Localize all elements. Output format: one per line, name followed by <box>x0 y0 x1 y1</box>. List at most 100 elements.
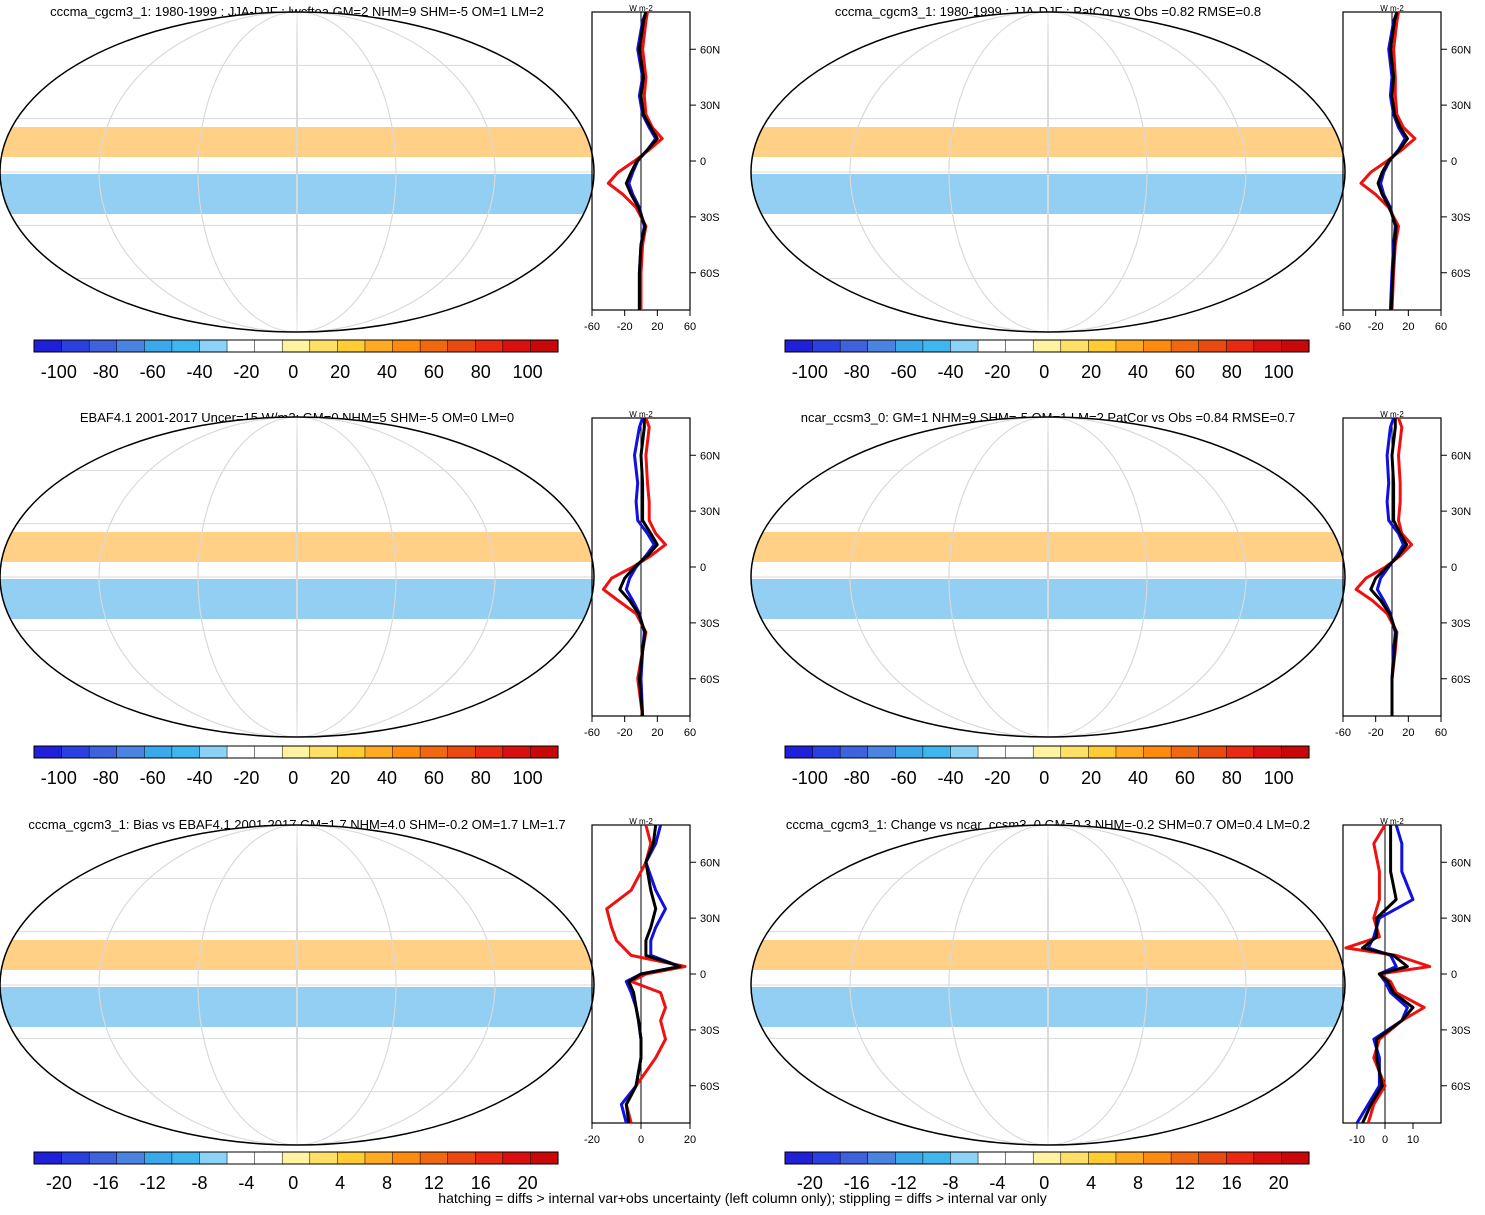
colorbar-label: 12 <box>424 1173 444 1193</box>
colorbar-swatch <box>364 1151 394 1165</box>
colorbar-label: 20 <box>518 1173 538 1193</box>
colorbar-frame <box>33 745 559 759</box>
colorbar-swatch <box>337 1151 366 1165</box>
map-meridian <box>296 417 298 737</box>
colorbar-swatch <box>226 745 256 759</box>
colorbar-swatch <box>530 339 559 353</box>
colorbar-swatch <box>1253 745 1282 759</box>
map-meridian <box>849 825 1247 1145</box>
colorbar-label: 60 <box>1175 768 1195 788</box>
colorbar-swatch <box>1088 1151 1117 1165</box>
colorbar-swatch <box>364 339 394 353</box>
colorbar-swatch <box>1005 339 1034 353</box>
colorbar-frame <box>784 339 1310 353</box>
profile-xtick-label: 20 <box>651 321 663 333</box>
colorbar-swatch <box>977 339 1007 353</box>
colorbar-swatch <box>61 745 90 759</box>
map-meridian <box>98 825 496 1145</box>
colorbar: -100 -80 -60 -40 -20 0 20 40 60 80 100 <box>784 745 1310 788</box>
colorbar-swatch <box>1281 745 1310 759</box>
profile-xtick-label: 20 <box>1402 727 1414 739</box>
colorbar-swatch <box>1088 339 1117 353</box>
colorbar-swatch <box>977 745 1007 759</box>
colorbar-label: -80 <box>93 362 119 382</box>
profile-xtick-label: 0 <box>1382 1134 1388 1146</box>
panel-6: cccma_cgcm3_1: Change vs ncar_ccsm3_0 GM… <box>750 817 1471 1193</box>
colorbar-swatch <box>922 339 952 353</box>
colorbar-swatch <box>950 339 979 353</box>
map-meridian <box>1047 417 1049 737</box>
profile-plot: W m-2 60N 30N 0 30S 60S -60 -20 20 60 <box>1335 4 1471 333</box>
colorbar-label: -40 <box>937 768 963 788</box>
map-meridian <box>1047 12 1049 332</box>
colorbar-swatch <box>1088 745 1117 759</box>
colorbar-swatch <box>171 1151 201 1165</box>
colorbar-swatch <box>1032 339 1062 353</box>
map-outline <box>0 416 595 738</box>
profile-ytick-label: 30N <box>700 100 720 112</box>
panel-3: EBAF4.1 2001-2017 Uncer=15 W/m2: GM=0 NH… <box>0 410 720 788</box>
profile-units-label: W m-2 <box>629 817 653 826</box>
profile-xtick-label: 20 <box>684 1134 696 1146</box>
colorbar-frame <box>33 339 559 353</box>
profile-ytick-label: 30S <box>700 618 720 630</box>
colorbar-swatch <box>281 745 311 759</box>
colorbar-label: -80 <box>93 768 119 788</box>
panel-2: cccma_cgcm3_1: 1980-1999 : JJA-DJF : Pat… <box>750 4 1471 382</box>
colorbar-label: 0 <box>288 1173 298 1193</box>
colorbar-swatch <box>784 339 814 353</box>
profile-ytick-label: 30S <box>1451 212 1471 224</box>
colorbar: -100 -80 -60 -40 -20 0 20 40 60 80 100 <box>33 745 559 788</box>
colorbar-swatch <box>226 339 256 353</box>
colorbar-swatch <box>392 745 421 759</box>
colorbar-label: 40 <box>377 362 397 382</box>
colorbar-swatch <box>950 745 979 759</box>
colorbar-swatch <box>199 1151 228 1165</box>
profile-xtick-label: 20 <box>651 727 663 739</box>
profile-xtick-label: -60 <box>1335 321 1351 333</box>
colorbar-label: 12 <box>1175 1173 1195 1193</box>
map-meridian <box>296 825 298 1145</box>
profile-series-black <box>624 824 682 1124</box>
panel-1: cccma_cgcm3_1: 1980-1999 : JJA-DJF : lwc… <box>0 4 720 382</box>
colorbar-label: 0 <box>288 362 298 382</box>
profile-series-red <box>1354 417 1414 716</box>
map-meridian <box>1047 825 1049 1145</box>
colorbar-label: -20 <box>233 768 259 788</box>
colorbar-swatch <box>392 339 421 353</box>
colorbar-label: 80 <box>471 768 491 788</box>
colorbar-swatch <box>61 339 90 353</box>
colorbar-label: -60 <box>891 362 917 382</box>
colorbar-swatch <box>784 745 814 759</box>
map-meridian <box>296 12 298 332</box>
map-meridian <box>948 417 1148 737</box>
colorbar-swatch <box>254 745 283 759</box>
colorbar-swatch <box>1060 745 1089 759</box>
profile-ytick-label: 60N <box>700 450 720 462</box>
colorbar-swatch <box>61 1151 90 1165</box>
colorbar-label: 60 <box>1175 362 1195 382</box>
colorbar-label: -8 <box>942 1173 958 1193</box>
colorbar-label: 60 <box>424 768 444 788</box>
colorbar-swatch <box>144 745 173 759</box>
profile-xtick-label: -20 <box>617 321 633 333</box>
colorbar-swatch <box>447 339 476 353</box>
profile-xtick-label: -20 <box>617 727 633 739</box>
map-meridian <box>948 825 1148 1145</box>
colorbar-swatch <box>33 745 63 759</box>
profile-plot: W m-2 60N 30N 0 30S 60S -60 -20 20 60 <box>584 410 720 739</box>
colorbar-swatch <box>88 745 118 759</box>
colorbar-swatch <box>116 745 145 759</box>
colorbar-swatch <box>812 745 841 759</box>
profile-units-label: W m-2 <box>629 410 653 419</box>
profile-xtick-label: -10 <box>1349 1134 1365 1146</box>
colorbar-swatch <box>1253 339 1282 353</box>
profile-plot: W m-2 60N 30N 0 30S 60S -20 0 20 <box>584 817 720 1146</box>
profile-ytick-label: 30S <box>700 1025 720 1037</box>
colorbar-label: 40 <box>1128 768 1148 788</box>
colorbar-swatch <box>475 339 504 353</box>
profile-units-label: W m-2 <box>1380 4 1404 13</box>
colorbar-swatch <box>475 1151 504 1165</box>
colorbar-swatch <box>392 1151 421 1165</box>
colorbar-label: -40 <box>937 362 963 382</box>
